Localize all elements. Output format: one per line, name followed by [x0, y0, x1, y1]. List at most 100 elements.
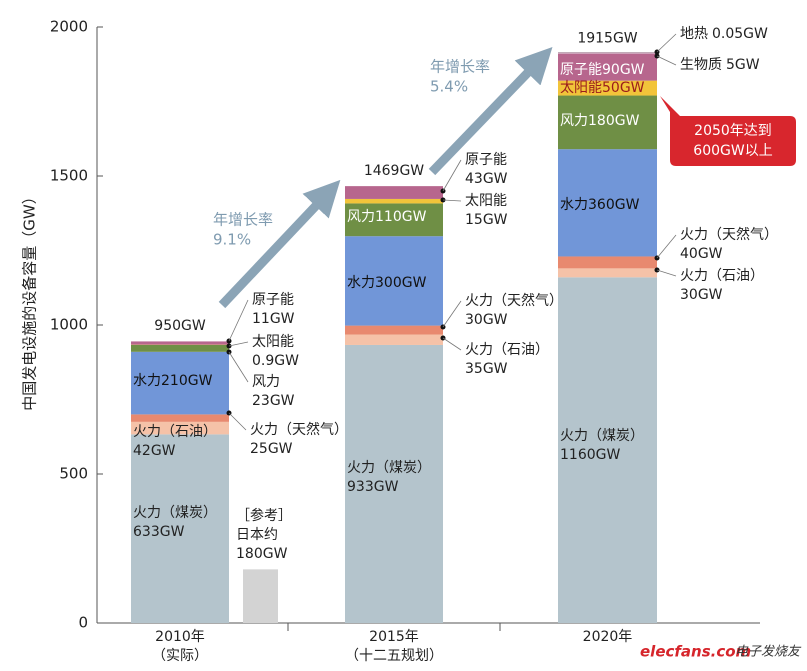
- bar-segment: [131, 351, 229, 415]
- callout-box: [660, 96, 796, 166]
- bar-segment: [558, 95, 657, 150]
- y-axis-label: 中国发电设施的设备容量（GW）: [21, 189, 39, 410]
- leader-line: [442, 300, 462, 328]
- x-tick-label: 2010年: [155, 629, 205, 645]
- growth-label: 年增长率: [213, 211, 273, 229]
- leader-line: [656, 234, 677, 259]
- bar-segment: [345, 236, 443, 326]
- series-name: 火力（石油）: [133, 424, 217, 440]
- series-name: 风力: [252, 374, 280, 390]
- bar-segment: [558, 80, 657, 96]
- leader-line: [228, 341, 249, 347]
- value-label: 23GW: [252, 393, 295, 409]
- data-label: 风力110GW: [347, 209, 427, 225]
- series-name: 火力（煤炭）: [347, 460, 431, 476]
- leader-line: [656, 269, 677, 277]
- bar-segment: [345, 325, 443, 335]
- growth-arrow: [218, 179, 341, 309]
- value-label: 633GW: [133, 524, 185, 540]
- leader-line: [442, 337, 462, 351]
- growth-label: 年增长率: [430, 58, 490, 76]
- x-tick-note: （十二五规划）: [345, 648, 443, 664]
- y-tick-label: 2000: [50, 18, 88, 36]
- bar-segment: [558, 52, 657, 54]
- bar-segment: [345, 344, 443, 623]
- bar-segment: [345, 334, 443, 345]
- y-tick-label: 500: [59, 465, 88, 483]
- value-label: 11GW: [252, 311, 295, 327]
- series-name: 风力: [560, 113, 588, 129]
- callout-text: 600GW以上: [693, 143, 772, 159]
- value-label: 1160GW: [560, 447, 620, 463]
- series-name: 太阳能: [560, 80, 602, 96]
- value-label: 42GW: [133, 443, 176, 459]
- leader-line: [656, 33, 677, 53]
- bar-segment: [558, 268, 657, 278]
- value-label: 5GW: [726, 57, 760, 73]
- bar-segment: [558, 256, 657, 269]
- value-label: 40GW: [680, 246, 723, 262]
- series-name: 水力: [560, 197, 588, 213]
- total-label: 1469GW: [364, 163, 424, 179]
- bar-segment: [558, 149, 657, 257]
- reference-value: 180GW: [236, 546, 288, 562]
- series-name: 火力（石油）: [680, 268, 764, 284]
- value-label: 30GW: [680, 287, 723, 303]
- data-label: 风力180GW: [560, 113, 640, 129]
- series-name: 火力（天然气）: [680, 226, 778, 243]
- value-label: 0.05GW: [712, 26, 768, 42]
- growth-arrow: [428, 47, 553, 176]
- value-label: 30GW: [465, 312, 508, 328]
- bar-segment: [131, 434, 229, 623]
- watermark: 电子发烧友: [735, 645, 802, 660]
- reference-label: ［参考］: [236, 507, 292, 524]
- value-label: 90GW: [602, 62, 645, 78]
- value-label: 0.9GW: [252, 353, 299, 369]
- value-label: 360GW: [588, 197, 640, 213]
- data-label: 原子能90GW: [560, 62, 645, 78]
- series-name: 火力（煤炭）: [133, 505, 217, 521]
- bar-segment: [558, 53, 657, 81]
- bar-segment: [131, 341, 229, 345]
- total-label: 1915GW: [577, 30, 637, 46]
- value-label: 15GW: [465, 212, 508, 228]
- series-name: 原子能: [560, 62, 602, 78]
- growth-rate: 5.4%: [430, 78, 468, 96]
- bar-segment: [345, 186, 443, 199]
- value-label: 43GW: [465, 171, 508, 187]
- y-tick-label: 1500: [50, 167, 88, 185]
- value-label: 35GW: [465, 361, 508, 377]
- bar-segment: [558, 277, 657, 623]
- leader-line: [228, 412, 247, 431]
- x-tick-note: （实际）: [152, 648, 208, 664]
- leader-line: [442, 199, 462, 202]
- series-name: 火力（天然气）: [250, 421, 348, 438]
- data-label: 水力360GW: [560, 197, 640, 213]
- y-tick-label: 1000: [50, 316, 88, 334]
- leader-line: [228, 351, 249, 383]
- value-label: 25GW: [250, 441, 293, 457]
- series-name: 太阳能: [465, 193, 507, 209]
- x-tick-label: 2015年: [369, 629, 419, 645]
- series-name: 风力: [347, 209, 375, 225]
- series-name: 火力（石油）: [465, 342, 549, 358]
- value-label: 300GW: [375, 275, 427, 291]
- total-label: 950GW: [154, 318, 206, 334]
- leader-line: [442, 159, 462, 192]
- callout-text: 2050年达到: [694, 123, 772, 139]
- value-label: 110GW: [375, 209, 427, 225]
- value-label: 210GW: [161, 373, 213, 389]
- bar-segment: [345, 198, 443, 204]
- bar-segment: [131, 344, 229, 352]
- value-label: 933GW: [347, 479, 399, 495]
- leader-line: [656, 55, 677, 66]
- y-tick-label: 0: [78, 614, 88, 632]
- series-name: 生物质: [680, 57, 722, 73]
- series-name: 地热: [680, 26, 708, 42]
- bar-segment: [345, 203, 443, 237]
- growth-rate: 9.1%: [213, 231, 251, 249]
- series-name: 原子能: [465, 152, 507, 168]
- series-name: 原子能: [252, 292, 294, 308]
- value-label: 50GW: [602, 80, 645, 96]
